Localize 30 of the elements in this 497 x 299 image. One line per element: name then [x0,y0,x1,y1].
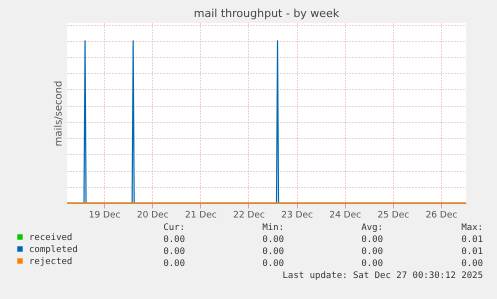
text: 0.00 [361,247,383,257]
text: 0.00 [361,235,383,245]
text: 0.00 [262,235,284,245]
text: Last update: Sat Dec 27 00:30:12 2025 [282,271,483,281]
text: 0.01 [461,235,483,245]
y-axis-title: mails/second [54,80,64,146]
text: Avg: [361,223,383,233]
x-tick-label: 22 Dec [233,210,265,220]
text: 0.00 [262,259,284,269]
x-tick-label: 21 Dec [184,210,217,220]
text: 0.00 [163,259,185,269]
x-tick-label: 20 Dec [136,210,169,220]
text: 0.00 [262,247,284,257]
x-tick-label: 19 Dec [88,210,121,220]
text: 0.00 [163,235,185,245]
text: Max: [461,223,483,233]
text: 0.01 [461,247,483,257]
x-tick-label: 26 Dec [426,210,458,220]
x-tick-label: 23 Dec [281,210,313,220]
text: 0.00 [163,247,185,257]
x-tick-label: 25 Dec [377,210,410,220]
legend-label: received [29,233,72,243]
text: Min: [262,223,284,233]
text: 0.00 [461,259,483,269]
legend-label: completed [29,245,78,255]
legend-label: rejected [29,257,72,267]
x-tick-label: 24 Dec [329,210,362,220]
text: 0.00 [361,259,383,269]
text: Cur: [163,223,185,233]
chart-title: mail throughput - by week [194,7,340,20]
